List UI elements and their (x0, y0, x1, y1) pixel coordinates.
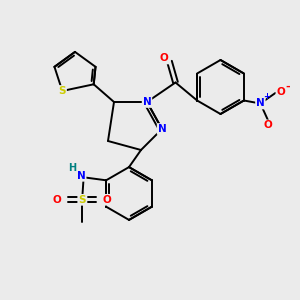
Text: O: O (53, 195, 62, 205)
Text: S: S (58, 86, 66, 96)
Text: N: N (142, 97, 152, 107)
Text: N: N (77, 171, 85, 181)
Text: -: - (286, 81, 290, 92)
Text: O: O (263, 120, 272, 130)
Text: S: S (78, 195, 86, 205)
Text: O: O (160, 53, 169, 64)
Text: +: + (263, 92, 271, 101)
Text: O: O (103, 195, 111, 205)
Text: O: O (276, 86, 285, 97)
Text: H: H (68, 163, 76, 173)
Text: N: N (158, 124, 166, 134)
Text: N: N (256, 98, 265, 109)
